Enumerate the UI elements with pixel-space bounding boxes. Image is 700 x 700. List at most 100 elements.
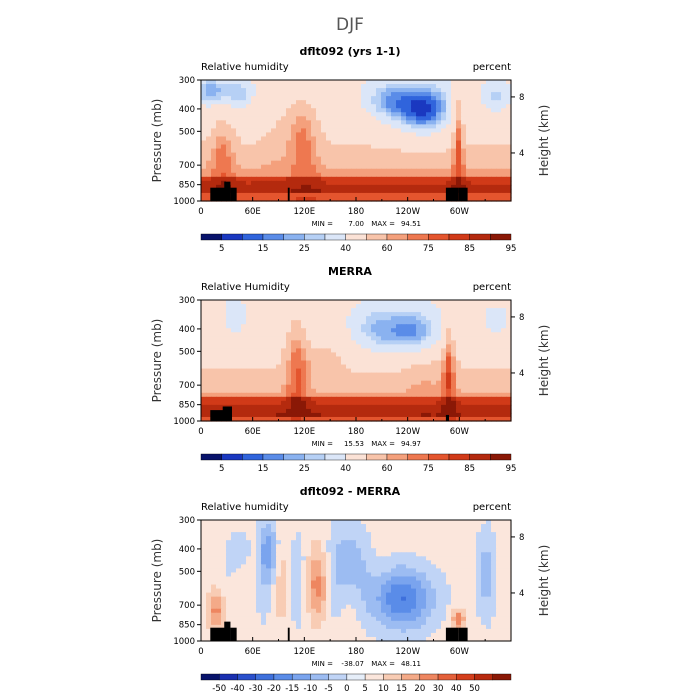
heatmap-cell <box>326 168 332 174</box>
colorbar-swatch <box>324 453 346 461</box>
heatmap-cell <box>226 576 232 582</box>
heatmap-cell <box>311 160 317 166</box>
heatmap-cell <box>431 92 437 97</box>
heatmap-cell <box>491 416 497 422</box>
heatmap-cell <box>291 112 297 117</box>
heatmap-cell <box>246 96 252 101</box>
heatmap-cell <box>306 336 312 341</box>
heatmap-cell <box>506 588 512 594</box>
heatmap-cell <box>406 180 412 186</box>
heatmap-cell <box>451 408 457 414</box>
heatmap-cell <box>296 340 302 345</box>
heatmap-cell <box>326 368 332 374</box>
heatmap-cell <box>296 312 302 317</box>
heatmap-cell <box>491 340 497 345</box>
heatmap-cell <box>206 320 212 325</box>
heatmap-cell <box>206 404 212 410</box>
heatmap-cell <box>346 312 352 317</box>
heatmap-cell <box>226 552 232 557</box>
heatmap-cell <box>441 304 447 309</box>
heatmap-cell <box>406 140 412 146</box>
heatmap-cell <box>501 412 507 418</box>
heatmap-cell <box>441 96 447 101</box>
heatmap-cell <box>466 148 472 154</box>
heatmap-cell <box>251 144 257 150</box>
heatmap-cell <box>396 520 402 525</box>
heatmap-cell <box>216 124 222 129</box>
heatmap-cell <box>316 120 322 125</box>
heatmap-cell <box>396 384 402 390</box>
heatmap-cell <box>456 144 462 150</box>
heatmap-cell <box>216 580 222 586</box>
heatmap-cell <box>361 340 367 345</box>
heatmap-cell <box>381 80 387 85</box>
heatmap-cell <box>271 528 277 533</box>
heatmap-cell <box>351 120 357 125</box>
heatmap-cell <box>346 320 352 325</box>
heatmap-cell <box>401 100 407 105</box>
heatmap-cell <box>336 340 342 345</box>
heatmap-cell <box>251 396 257 402</box>
heatmap-cell <box>281 172 287 178</box>
heatmap-cell <box>336 124 342 129</box>
heatmap-cell <box>271 524 277 529</box>
heatmap-cell <box>221 144 227 150</box>
heatmap-cell <box>321 104 327 109</box>
heatmap-cell <box>406 356 412 362</box>
heatmap-cell <box>331 88 337 93</box>
heatmap-cell <box>291 568 297 574</box>
heatmap-cell <box>201 360 207 366</box>
heatmap-cell <box>371 584 377 590</box>
heatmap-cell <box>276 160 282 166</box>
heatmap-cell <box>451 528 457 533</box>
heatmap-cell <box>331 372 337 378</box>
heatmap-cell <box>351 308 357 313</box>
heatmap-cell <box>366 332 372 337</box>
heatmap-cell <box>211 80 217 85</box>
heatmap-cell <box>431 316 437 321</box>
heatmap-cell <box>236 532 242 537</box>
heatmap-cell <box>206 188 212 194</box>
heatmap-cell <box>206 156 212 162</box>
heatmap-cell <box>501 128 507 134</box>
heatmap-cell <box>276 332 282 337</box>
heatmap-cell <box>311 336 317 341</box>
heatmap-cell <box>471 144 477 150</box>
heatmap-cell <box>231 404 237 410</box>
heatmap-cell <box>271 572 277 578</box>
heatmap-cell <box>261 380 267 386</box>
heatmap-cell <box>306 192 312 198</box>
heatmap-cell <box>361 312 367 317</box>
heatmap-cell <box>301 556 307 561</box>
heatmap-cell <box>431 584 437 590</box>
heatmap-cell <box>471 352 477 358</box>
heatmap-cell <box>236 192 242 198</box>
heatmap-cell <box>246 176 252 182</box>
heatmap-cell <box>276 396 282 402</box>
heatmap-cell <box>501 536 507 541</box>
heatmap-cell <box>316 556 322 561</box>
heatmap-cell <box>456 80 462 85</box>
heatmap-cell <box>366 304 372 309</box>
heatmap-cell <box>456 520 462 525</box>
heatmap-cell <box>351 344 357 349</box>
heatmap-cell <box>296 152 302 158</box>
heatmap-cell <box>296 124 302 129</box>
heatmap-cell <box>361 128 367 134</box>
heatmap-cell <box>241 96 247 101</box>
heatmap-cell <box>431 588 437 594</box>
heatmap-cell <box>381 96 387 101</box>
heatmap-cell <box>401 360 407 366</box>
heatmap-cell <box>376 132 382 138</box>
heatmap-cell <box>456 84 462 89</box>
heatmap-cell <box>261 136 267 142</box>
heatmap-cell <box>346 388 352 394</box>
heatmap-cell <box>356 568 362 574</box>
heatmap-cell <box>461 108 467 113</box>
heatmap-cell <box>296 176 302 182</box>
heatmap-cell <box>486 304 492 309</box>
heatmap-cell <box>286 148 292 154</box>
heatmap-cell <box>216 152 222 158</box>
heatmap-cell <box>331 384 337 390</box>
heatmap-cell <box>296 156 302 162</box>
